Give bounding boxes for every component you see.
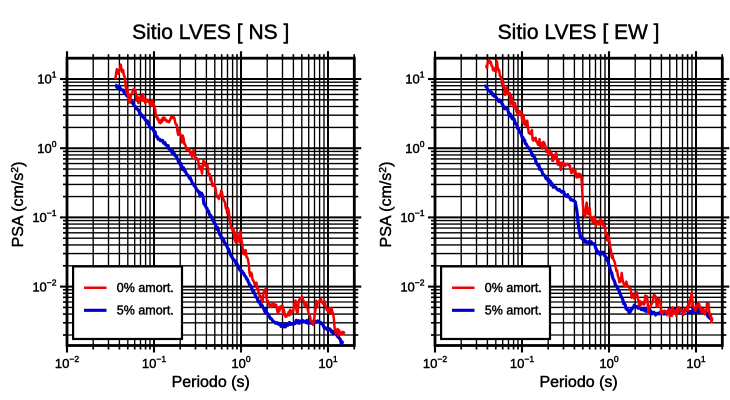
- svg-text:Periodo (s): Periodo (s): [172, 374, 250, 391]
- svg-text:Periodo (s): Periodo (s): [539, 374, 617, 391]
- svg-text:Sitio LVES [ NS ]: Sitio LVES [ NS ]: [132, 21, 289, 44]
- svg-text:5% amort.: 5% amort.: [485, 304, 542, 318]
- svg-text:0% amort.: 0% amort.: [117, 281, 174, 295]
- svg-text:Sitio LVES [ EW ]: Sitio LVES [ EW ]: [498, 21, 660, 44]
- svg-text:5% amort.: 5% amort.: [117, 304, 174, 318]
- svg-text:10−1: 10−1: [400, 208, 424, 225]
- svg-text:PSA (cm/s2): PSA (cm/s2): [377, 162, 395, 248]
- svg-text:PSA (cm/s2): PSA (cm/s2): [9, 162, 27, 248]
- svg-text:0% amort.: 0% amort.: [485, 281, 542, 295]
